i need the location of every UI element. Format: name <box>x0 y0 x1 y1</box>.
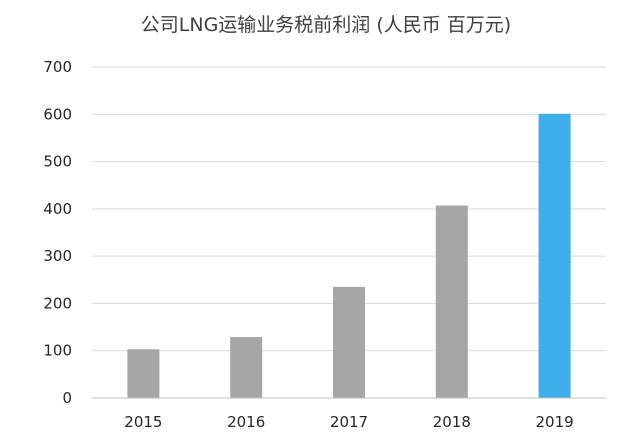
x-tick-label: 2017 <box>330 413 368 431</box>
bar-2015 <box>127 349 160 398</box>
y-tick-label: 500 <box>43 153 72 171</box>
chart-title: 公司LNG运输业务税前利润 (人民币 百万元) <box>141 14 511 36</box>
y-tick-label: 700 <box>43 58 72 76</box>
x-tick-label: 2015 <box>124 413 162 431</box>
bars <box>127 113 571 398</box>
y-tick-label: 600 <box>43 105 72 123</box>
y-tick-label: 100 <box>43 342 72 360</box>
x-tick-label: 2019 <box>536 413 574 431</box>
x-tick-label: 2016 <box>227 413 265 431</box>
bar-2018 <box>435 205 468 398</box>
x-axis-ticks: 2015 2016 2017 2018 2019 <box>124 413 573 431</box>
x-tick-label: 2018 <box>433 413 471 431</box>
y-tick-label: 200 <box>43 294 72 312</box>
y-tick-label: 400 <box>43 200 72 218</box>
bar-2016 <box>230 337 263 398</box>
bar-2019 <box>538 113 571 398</box>
y-tick-label: 300 <box>43 247 72 265</box>
gridlines <box>92 66 606 352</box>
y-axis-ticks: 0 100 200 300 400 500 600 700 <box>43 58 72 407</box>
bar-2017 <box>333 286 365 398</box>
y-tick-label: 0 <box>62 389 72 407</box>
